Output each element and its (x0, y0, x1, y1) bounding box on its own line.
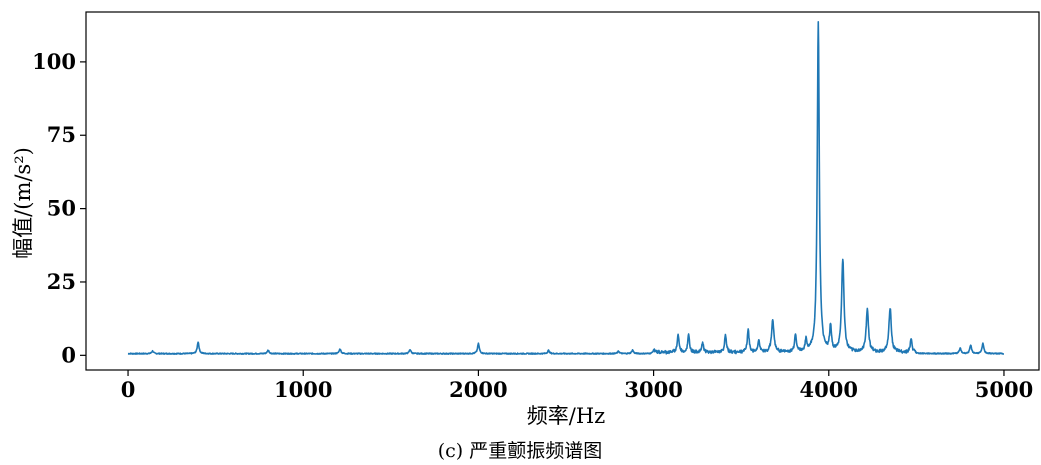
x-tick-label: 5000 (975, 377, 1033, 402)
x-tick-label: 4000 (800, 377, 858, 402)
y-tick-label: 25 (47, 269, 76, 294)
y-tick-label: 50 (47, 196, 76, 221)
y-axis-label: 幅值/(m/s²) (11, 147, 35, 259)
plot-frame (85, 11, 1040, 371)
y-tick-label: 75 (47, 122, 76, 147)
spectrum-line (127, 21, 1005, 355)
y-tick-label: 0 (61, 342, 76, 367)
x-axis-label: 频率/Hz (527, 404, 605, 428)
x-tick-label: 0 (121, 377, 136, 402)
x-tick-label: 1000 (274, 377, 332, 402)
axis-ticks: 0 1000 2000 3000 4000 5000 0 25 50 75 100 (32, 49, 1033, 402)
y-tick-label: 100 (32, 49, 76, 74)
figure-caption: (c) 严重颤振频谱图 (438, 440, 603, 462)
x-tick-label: 3000 (624, 377, 682, 402)
x-tick-label: 2000 (449, 377, 507, 402)
